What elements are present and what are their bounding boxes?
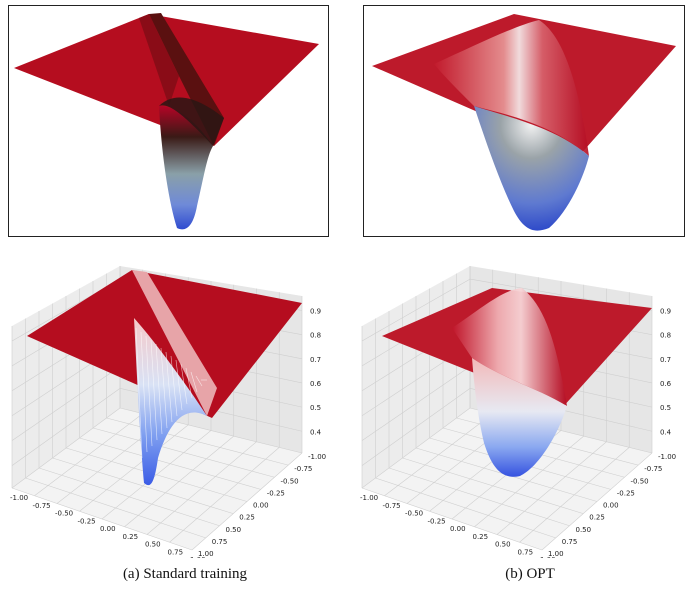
standard-y-tick-label: -0.25 xyxy=(267,489,285,497)
caption-standard-training: (a) Standard training xyxy=(122,566,248,582)
opt-z-tick-label: 0.6 xyxy=(660,380,672,388)
standard-y-tick-label: 0.75 xyxy=(212,538,228,546)
standard-x-tick-label: 1.00 xyxy=(190,556,206,558)
opt-z-tick-label: 0.8 xyxy=(660,332,671,340)
standard-y-tick-label: -0.75 xyxy=(294,465,312,473)
opt-x-tick-label: 1.00 xyxy=(540,556,556,558)
opt-y-tick-label: 0.50 xyxy=(576,526,592,534)
standard-x-tick-label: 0.75 xyxy=(168,548,184,556)
surface-opt-top xyxy=(372,14,676,231)
standard-y-tick-label: 0.25 xyxy=(239,514,255,522)
opt-x-tick-label: 0.25 xyxy=(473,533,489,541)
surface-opt-axes: 0.9 0.8 0.7 0.6 0.5 0.4 -1.00 -0.75 -0.50 -0.25 0… xyxy=(360,266,676,558)
standard-y-tick-label: -1.00 xyxy=(308,453,326,461)
standard-y-tick-label: 0.00 xyxy=(253,502,269,510)
standard-x-tick-label: -0.75 xyxy=(33,502,51,510)
standard-y-tick-label: -0.50 xyxy=(281,477,299,485)
panel-standard-training-top xyxy=(8,5,329,237)
opt-x-tick-label: -0.75 xyxy=(383,502,401,510)
standard-x-tick-label: -0.50 xyxy=(55,510,73,518)
standard-z-tick-label: 0.5 xyxy=(310,404,321,412)
opt-x-tick-label: 0.00 xyxy=(450,525,466,533)
standard-z-tick-label: 0.8 xyxy=(310,332,321,340)
panel-opt-axes: 0.9 0.8 0.7 0.6 0.5 0.4 -1.00 -0.75 -0.50 -0.25 0… xyxy=(352,258,690,558)
opt-y-tick-label: -1.00 xyxy=(658,453,676,461)
standard-x-tick-label: 0.25 xyxy=(123,533,139,541)
caption-opt: (b) OPT xyxy=(505,566,555,582)
standard-z-tick-label: 0.9 xyxy=(310,307,321,315)
opt-x-tick-label: 0.75 xyxy=(518,548,534,556)
opt-z-tick-label: 0.9 xyxy=(660,307,671,315)
standard-z-tick-label: 0.6 xyxy=(310,380,322,388)
standard-x-tick-label: -0.25 xyxy=(78,517,96,525)
opt-y-tick-label: -0.50 xyxy=(631,477,649,485)
surface-standard-axes: 0.9 0.8 0.7 0.6 0.5 0.4 -1.00 -0.75 -0.50 -0.25 0… xyxy=(10,266,326,558)
opt-y-tick-label: -0.75 xyxy=(644,465,662,473)
standard-z-tick-label: 0.4 xyxy=(310,428,322,436)
standard-z-tick-label: 0.7 xyxy=(310,356,321,364)
standard-y-tick-label: 1.00 xyxy=(198,550,214,558)
opt-x-tick-label: -0.50 xyxy=(405,510,423,518)
opt-z-tick-label: 0.7 xyxy=(660,356,671,364)
opt-x-tick-label: 0.50 xyxy=(495,541,511,549)
opt-y-tick-label: -0.25 xyxy=(617,489,635,497)
opt-y-tick-label: 1.00 xyxy=(548,550,564,558)
opt-z-tick-label: 0.4 xyxy=(660,428,672,436)
opt-y-tick-label: 0.75 xyxy=(562,538,578,546)
opt-x-tick-label: -1.00 xyxy=(360,494,378,502)
standard-x-tick-label: -1.00 xyxy=(10,494,28,502)
opt-y-tick-label: 0.25 xyxy=(589,514,605,522)
opt-x-tick-label: -0.25 xyxy=(428,517,446,525)
opt-z-tick-label: 0.5 xyxy=(660,404,671,412)
panel-standard-training-axes: 0.9 0.8 0.7 0.6 0.5 0.4 -1.00 -0.75 -0.50 -0.25 0… xyxy=(2,258,342,558)
surface-standard-top xyxy=(14,13,319,230)
standard-x-tick-label: 0.50 xyxy=(145,541,161,549)
standard-y-tick-label: 0.50 xyxy=(226,526,242,534)
standard-x-tick-label: 0.00 xyxy=(100,525,116,533)
panel-opt-top xyxy=(363,5,685,237)
opt-y-tick-label: 0.00 xyxy=(603,502,619,510)
